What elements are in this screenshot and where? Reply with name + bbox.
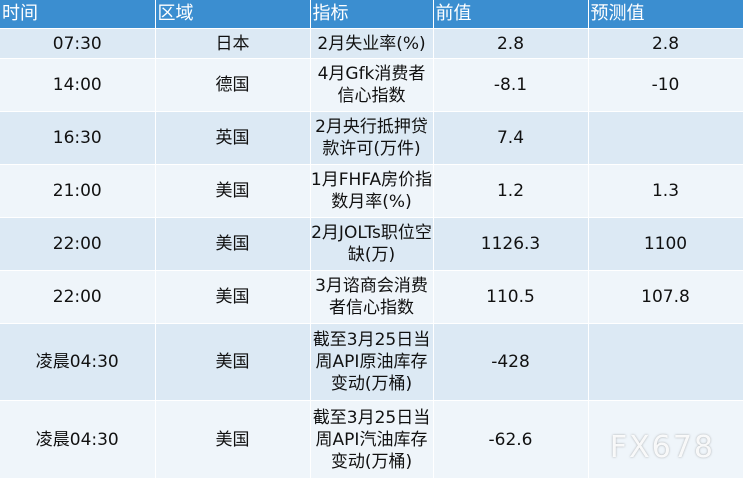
cell-region: 日本: [155, 28, 311, 59]
table-row: 22:00 美国 2月JOLTs职位空缺(万) 1126.3 1100: [0, 217, 743, 271]
header-time: 时间: [0, 0, 156, 29]
cell-region: 美国: [155, 323, 311, 401]
cell-forecast: [588, 400, 743, 479]
cell-previous: 1.2: [433, 164, 589, 218]
cell-indicator: 截至3月25日当周API原油库存变动(万桶): [310, 323, 434, 401]
cell-forecast: 1100: [588, 217, 743, 271]
cell-region: 美国: [155, 217, 311, 271]
header-indicator: 指标: [310, 0, 434, 29]
cell-previous: 110.5: [433, 270, 589, 324]
indicator-text: 1月FHFA房价指数月率(%): [310, 170, 433, 212]
cell-time: 22:00: [0, 270, 156, 324]
cell-indicator: 2月央行抵押贷款许可(万件): [310, 111, 434, 165]
cell-indicator: 截至3月25日当周API汽油库存变动(万桶): [310, 400, 434, 479]
cell-time: 凌晨04:30: [0, 400, 156, 479]
cell-forecast: 2.8: [588, 28, 743, 59]
indicator-text: 4月Gfk消费者信心指数: [317, 64, 426, 106]
header-region: 区域: [155, 0, 311, 29]
table-row: 21:00 美国 1月FHFA房价指数月率(%) 1.2 1.3: [0, 164, 743, 218]
indicator-text: 截至3月25日当周API汽油库存变动(万桶): [312, 407, 431, 472]
table-row: 07:30 日本 2月失业率(%) 2.8 2.8: [0, 28, 743, 59]
table-row: 14:00 德国 4月Gfk消费者信心指数 -8.1 -10: [0, 58, 743, 112]
cell-indicator: 1月FHFA房价指数月率(%): [310, 164, 434, 218]
cell-region: 德国: [155, 58, 311, 112]
cell-forecast: [588, 111, 743, 165]
cell-time: 22:00: [0, 217, 156, 271]
cell-time: 16:30: [0, 111, 156, 165]
indicator-text: 2月失业率(%): [317, 33, 426, 54]
cell-region: 英国: [155, 111, 311, 165]
cell-forecast: 107.8: [588, 270, 743, 324]
indicator-text: 3月谘商会消费者信心指数: [315, 276, 428, 318]
cell-previous: -8.1: [433, 58, 589, 112]
cell-indicator: 2月JOLTs职位空缺(万): [310, 217, 434, 271]
cell-previous: 7.4: [433, 111, 589, 165]
cell-region: 美国: [155, 400, 311, 479]
cell-indicator: 4月Gfk消费者信心指数: [310, 58, 434, 112]
cell-time: 21:00: [0, 164, 156, 218]
indicator-text: 2月央行抵押贷款许可(万件): [315, 117, 428, 159]
table-row: 16:30 英国 2月央行抵押贷款许可(万件) 7.4: [0, 111, 743, 165]
table-row: 22:00 美国 3月谘商会消费者信心指数 110.5 107.8: [0, 270, 743, 324]
header-row: 时间 区域 指标 前值 预测值: [0, 0, 743, 29]
cell-indicator: 3月谘商会消费者信心指数: [310, 270, 434, 324]
cell-region: 美国: [155, 164, 311, 218]
cell-time: 凌晨04:30: [0, 323, 156, 401]
table-row: 凌晨04:30 美国 截至3月25日当周API原油库存变动(万桶) -428: [0, 323, 743, 401]
cell-previous: -62.6: [433, 400, 589, 479]
table-row: 凌晨04:30 美国 截至3月25日当周API汽油库存变动(万桶) -62.6: [0, 400, 743, 479]
header-forecast: 预测值: [588, 0, 743, 29]
cell-previous: 2.8: [433, 28, 589, 59]
header-previous: 前值: [433, 0, 589, 29]
cell-previous: -428: [433, 323, 589, 401]
cell-forecast: -10: [588, 58, 743, 112]
cell-time: 07:30: [0, 28, 156, 59]
indicator-text: 截至3月25日当周API原油库存变动(万桶): [312, 330, 431, 394]
cell-indicator: 2月失业率(%): [310, 28, 434, 59]
cell-forecast: 1.3: [588, 164, 743, 218]
indicator-text: 2月JOLTs职位空缺(万): [311, 223, 432, 265]
cell-time: 14:00: [0, 58, 156, 112]
cell-region: 美国: [155, 270, 311, 324]
cell-forecast: [588, 323, 743, 401]
cell-previous: 1126.3: [433, 217, 589, 271]
